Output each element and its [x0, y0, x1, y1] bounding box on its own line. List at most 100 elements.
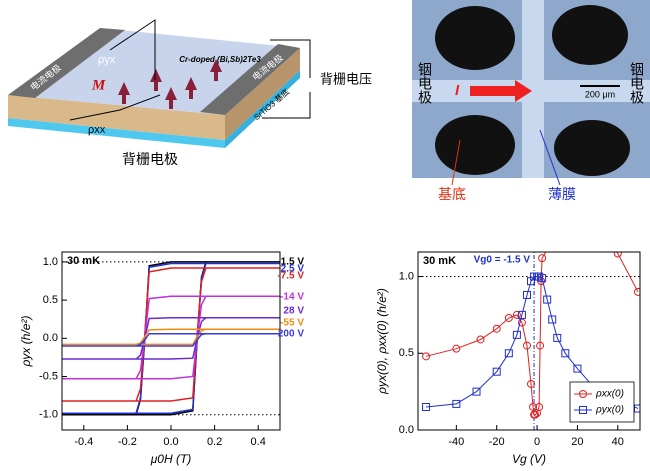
current-label: I: [455, 82, 460, 99]
legend-label: 2.5 V: [281, 264, 305, 275]
hole: [435, 115, 515, 175]
scale-label: 200 μm: [585, 89, 615, 99]
x-tick-label: 40: [612, 436, 624, 448]
legend-marker: [579, 390, 587, 398]
y-tick-label: 0.0: [399, 424, 414, 436]
marker: [504, 313, 513, 322]
series-line: [62, 295, 280, 380]
plot-area: [418, 252, 640, 430]
charts: -0.4 -0.2 0.0 0.2 0.4 -1.0 -0.5 0.0 0.5 1.0 30 mK μ…: [19, 251, 641, 466]
marker: [535, 402, 544, 411]
axes-frame: [61, 251, 281, 431]
plot-area: [62, 261, 280, 416]
marker: [613, 252, 622, 258]
marker: [538, 254, 547, 263]
marker: [422, 402, 431, 411]
marker: [543, 295, 552, 304]
legend-box: [569, 381, 635, 423]
hole: [435, 6, 515, 70]
x-tick-label: -20: [489, 436, 505, 448]
pointer: [539, 129, 561, 186]
marker: [633, 287, 640, 296]
series-line: [62, 261, 280, 416]
series-line: [62, 332, 280, 347]
marker: [522, 290, 531, 299]
substrate-side: [225, 48, 300, 140]
marker: [561, 349, 570, 358]
marker: [512, 310, 521, 319]
hole: [554, 120, 630, 176]
marker: [522, 341, 531, 350]
series-line: [62, 262, 280, 414]
substrate-bottom: [8, 118, 225, 148]
electrode: [8, 28, 125, 98]
moment-arrows: [118, 59, 222, 109]
x-axis-label: Vg (V): [512, 452, 546, 466]
marker: [538, 274, 547, 283]
electrode: [200, 44, 300, 115]
gate-voltage-label: 背栅电压: [320, 73, 372, 88]
legend-label: 28 V: [283, 306, 304, 317]
marker: [492, 367, 501, 376]
y-tick-label: 1.0: [43, 256, 58, 268]
marker: [529, 402, 538, 411]
y-tick-label: -1.0: [39, 409, 58, 421]
wire: [69, 94, 161, 121]
legend-label: -55 V: [280, 318, 304, 329]
vline-label: Vg0 = -1.5 V: [474, 255, 531, 266]
marker: [536, 341, 545, 350]
legend-label: -1.5 V: [277, 257, 304, 268]
substrate-front: [8, 95, 225, 140]
hole: [552, 5, 628, 65]
y-tick-label: 0.5: [43, 294, 58, 306]
marker: [548, 315, 557, 324]
marker: [527, 379, 536, 388]
wire: [262, 92, 311, 119]
substrate-label: 基底: [438, 186, 466, 203]
marker: [517, 310, 526, 319]
wire: [109, 19, 156, 80]
legend-label: 200 V: [278, 329, 304, 340]
x-tick-label: 0.2: [207, 436, 222, 448]
series-line: [62, 328, 280, 346]
legend-label: -14 V: [280, 292, 304, 303]
marker: [452, 344, 461, 353]
material-label: Cr-doped (Bi,Sb)2Te3: [179, 55, 261, 64]
rho-yx-label: ρyx: [98, 54, 116, 66]
marker: [422, 352, 431, 361]
marker: [472, 387, 481, 396]
substrate-bottom-side: [225, 70, 300, 148]
y-axis-label: ρyx (h/e²): [19, 316, 33, 368]
rho-xx-label: ρxx: [88, 124, 106, 136]
marker: [573, 364, 582, 373]
y-tick-label: 1.0: [399, 270, 414, 282]
indium-electrode-label: 铟电极: [628, 62, 644, 104]
marker: [504, 349, 513, 358]
legend-label: ρyx(0): [595, 405, 624, 416]
x-tick-label: 20: [571, 436, 583, 448]
marker: [452, 399, 461, 408]
x-tick-label: -40: [448, 436, 464, 448]
gate-electrode-label: 背栅电极: [122, 152, 178, 168]
marker: [531, 410, 540, 419]
y-tick-label: 0.5: [399, 347, 414, 359]
x-axis-label: μ0H (T): [150, 452, 192, 466]
marker: [553, 333, 562, 342]
y-tick-label: 0.0: [43, 332, 58, 344]
legend-marker: [579, 406, 587, 414]
y-axis-label: ρyx(0), ρxx(0) (h/e²): [375, 288, 389, 395]
y-tick-label: -0.5: [39, 370, 58, 382]
m-label: M: [91, 77, 106, 93]
device-schematic: ρyx Cr-doped (Bi,Sb)2Te3 M 电流电极 电流电极 SrT…: [8, 19, 372, 168]
annotation: 30 mK: [423, 255, 456, 267]
annotation: 30 mK: [67, 255, 100, 267]
x-tick-label: -0.4: [74, 436, 93, 448]
pointer: [451, 139, 461, 186]
marker: [633, 404, 640, 413]
x-tick-label: -0.2: [118, 436, 137, 448]
marker: [517, 318, 526, 327]
wire: [270, 39, 311, 78]
indium-electrode-label: 铟电极: [416, 62, 432, 104]
legend-label: -7.5 V: [277, 271, 304, 282]
